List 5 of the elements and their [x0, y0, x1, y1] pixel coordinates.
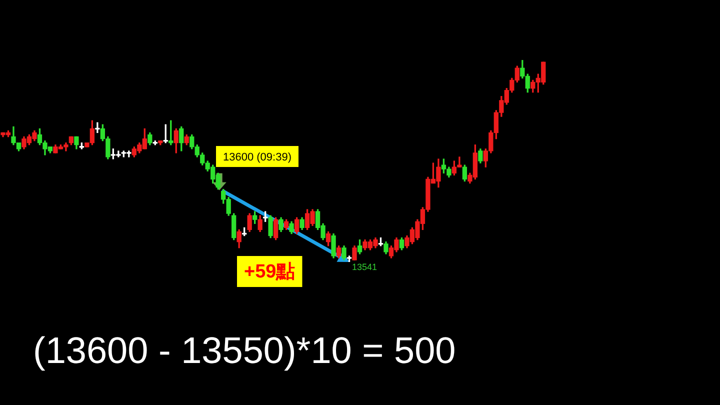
- text: (13600 - 13550)*10 = 500: [33, 330, 456, 371]
- annotation: 13541: [352, 262, 378, 272]
- annotation: +59點: [244, 262, 296, 283]
- candlestick: [95, 122, 100, 134]
- annotation: 13600 (09:39): [223, 152, 292, 164]
